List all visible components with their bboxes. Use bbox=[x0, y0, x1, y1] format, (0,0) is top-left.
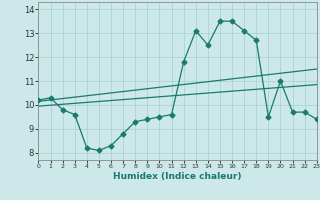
X-axis label: Humidex (Indice chaleur): Humidex (Indice chaleur) bbox=[113, 172, 242, 181]
